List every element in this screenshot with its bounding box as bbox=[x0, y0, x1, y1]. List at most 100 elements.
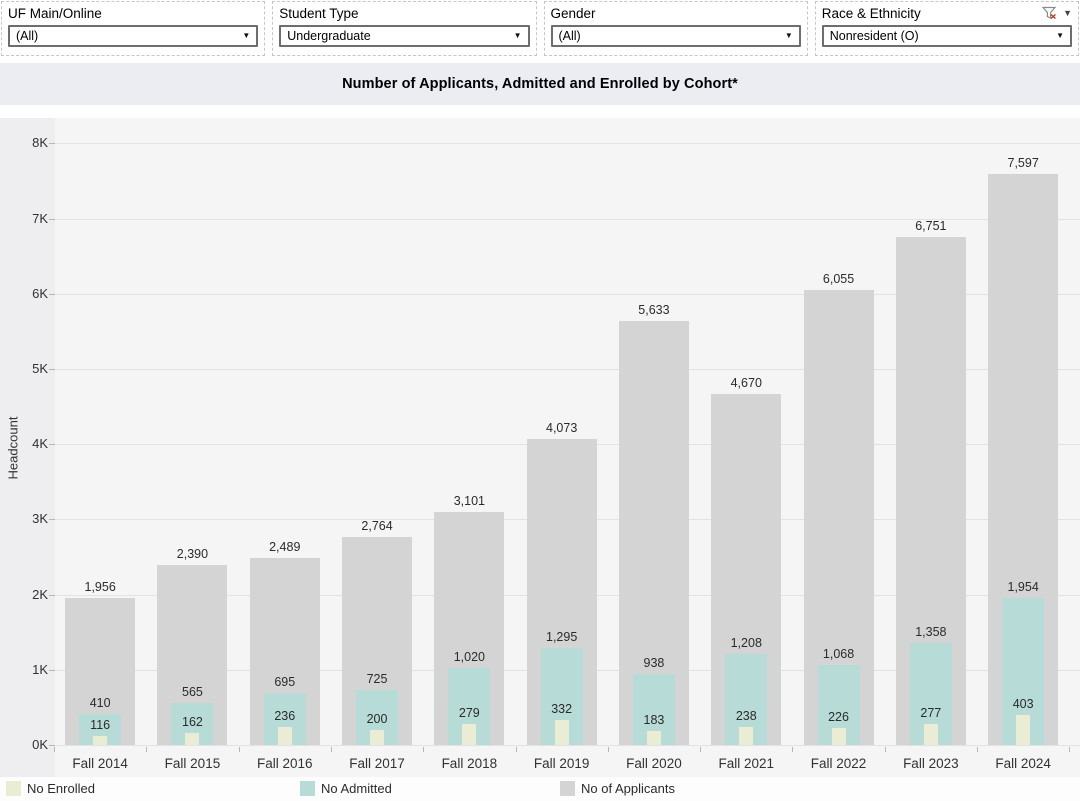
legend-label: No Admitted bbox=[321, 781, 392, 796]
legend-item-no-of-applicants[interactable]: No of Applicants bbox=[560, 781, 675, 796]
chevron-down-icon: ▼ bbox=[784, 31, 793, 40]
bar-no-enrolled-fall-2014[interactable] bbox=[93, 736, 108, 745]
bar-value-label: 236 bbox=[274, 709, 296, 723]
filter-bar: UF Main/Online (All) ▼ Student Type Unde… bbox=[0, 0, 1080, 56]
uf-main-online-dropdown[interactable]: (All) ▼ bbox=[8, 25, 259, 47]
bar-value-label: 162 bbox=[182, 715, 203, 729]
bar-value-label: 279 bbox=[458, 706, 480, 720]
x-category-label: Fall 2022 bbox=[810, 756, 867, 771]
bar-value-label: 1,020 bbox=[453, 650, 485, 664]
bar-no-enrolled-fall-2024[interactable] bbox=[1016, 715, 1031, 745]
bar-value-label: 2,489 bbox=[269, 540, 301, 554]
bar-value-label: 1,068 bbox=[822, 647, 855, 661]
bar-value-label: 725 bbox=[366, 672, 388, 686]
bar-value-label: 277 bbox=[920, 706, 942, 720]
bar-value-label: 7,597 bbox=[1007, 156, 1039, 170]
x-category-label: Fall 2024 bbox=[995, 756, 1051, 771]
filter-menu-caret-icon[interactable]: ▼ bbox=[1063, 7, 1072, 18]
bar-value-label: 226 bbox=[828, 710, 849, 724]
gender-dropdown[interactable]: (All) ▼ bbox=[550, 25, 801, 47]
filter-label: Race & Ethnicity bbox=[821, 5, 921, 21]
y-tick-label: 8K bbox=[32, 135, 48, 151]
gridline bbox=[50, 293, 1080, 295]
y-tick-label: 5K bbox=[32, 361, 48, 376]
filter-label: Gender bbox=[550, 5, 596, 21]
y-tick-label: 7K bbox=[32, 210, 48, 226]
legend-swatch bbox=[560, 781, 575, 796]
y-tick-mark bbox=[49, 745, 55, 746]
spacer bbox=[0, 105, 1080, 118]
x-category-label: Fall 2016 bbox=[256, 756, 313, 771]
gridline bbox=[50, 143, 1080, 145]
bar-value-label: 695 bbox=[274, 675, 296, 689]
y-tick-mark bbox=[49, 594, 55, 596]
x-category-label: Fall 2017 bbox=[349, 756, 405, 771]
bar-value-label: 4,670 bbox=[730, 376, 762, 390]
x-tick-mark bbox=[54, 747, 55, 752]
bar-value-label: 5,633 bbox=[638, 303, 670, 317]
bar-no-enrolled-fall-2018[interactable] bbox=[462, 724, 477, 745]
filter-label: Student Type bbox=[279, 5, 359, 21]
x-tick-mark bbox=[977, 747, 978, 752]
bar-no-enrolled-fall-2015[interactable] bbox=[185, 733, 200, 745]
clear-filter-icon[interactable] bbox=[1042, 6, 1057, 20]
filter-gender: Gender (All) ▼ bbox=[543, 1, 808, 56]
bar-no-enrolled-fall-2023[interactable] bbox=[923, 724, 938, 745]
bar-value-label: 1,358 bbox=[915, 625, 947, 639]
x-category-label: Fall 2015 bbox=[164, 756, 221, 771]
bar-no-enrolled-fall-2019[interactable] bbox=[554, 720, 569, 745]
bar-value-label: 3,101 bbox=[453, 494, 485, 508]
bar-value-label: 2,390 bbox=[176, 547, 209, 561]
race-ethnicity-dropdown[interactable]: Nonresident (O) ▼ bbox=[821, 25, 1072, 47]
bar-no-enrolled-fall-2017[interactable] bbox=[370, 730, 385, 745]
filter-race-ethnicity: Race & Ethnicity ▼ Nonresident (O) ▼ bbox=[814, 1, 1079, 56]
bar-value-label: 1,954 bbox=[1007, 580, 1039, 594]
chart-title: Number of Applicants, Admitted and Enrol… bbox=[342, 76, 738, 92]
dropdown-value: (All) bbox=[16, 29, 39, 43]
dropdown-value: (All) bbox=[558, 29, 581, 43]
bar-value-label: 2,764 bbox=[361, 519, 393, 533]
bar-no-enrolled-fall-2016[interactable] bbox=[277, 727, 292, 745]
bar-chart: Headcount 0K 1K 2K 3K 4K 5K 6K 7K 8K 1,956 410 116 F… bbox=[0, 118, 1080, 777]
x-tick-mark bbox=[146, 747, 148, 752]
y-axis-area bbox=[0, 118, 55, 777]
y-tick-mark bbox=[49, 519, 55, 521]
bar-no-enrolled-fall-2022[interactable] bbox=[831, 728, 846, 745]
chevron-down-icon: ▼ bbox=[513, 31, 522, 40]
bar-no-enrolled-fall-2020[interactable] bbox=[646, 731, 661, 745]
legend-item-no-admitted[interactable]: No Admitted bbox=[300, 781, 392, 796]
bar-value-label: 116 bbox=[90, 718, 111, 732]
dropdown-value: Nonresident (O) bbox=[829, 29, 919, 43]
bar-no-enrolled-fall-2021[interactable] bbox=[739, 727, 754, 745]
x-category-label: Fall 2023 bbox=[903, 756, 959, 771]
y-tick-label: 2K bbox=[32, 586, 48, 602]
bar-value-label: 410 bbox=[89, 696, 111, 710]
spacer bbox=[0, 56, 1080, 63]
bar-value-label: 1,295 bbox=[546, 630, 578, 644]
y-tick-label: 0K bbox=[32, 737, 48, 752]
bar-value-label: 200 bbox=[366, 712, 388, 726]
gridline bbox=[50, 369, 1080, 370]
y-tick-mark bbox=[49, 143, 55, 145]
student-type-dropdown[interactable]: Undergraduate ▼ bbox=[279, 25, 530, 47]
bar-value-label: 238 bbox=[735, 709, 757, 723]
y-tick-label: 6K bbox=[32, 285, 48, 301]
chevron-down-icon: ▼ bbox=[1056, 31, 1064, 40]
x-tick-mark bbox=[1069, 747, 1071, 752]
bar-value-label: 403 bbox=[1012, 697, 1034, 711]
bar-value-label: 565 bbox=[182, 685, 203, 699]
chart-title-band: Number of Applicants, Admitted and Enrol… bbox=[0, 63, 1080, 105]
legend-label: No Enrolled bbox=[27, 781, 95, 796]
y-tick-mark bbox=[49, 444, 55, 446]
legend-item-no-enrolled[interactable]: No Enrolled bbox=[6, 781, 95, 796]
x-tick-mark bbox=[515, 747, 517, 752]
x-category-label: Fall 2018 bbox=[441, 756, 498, 771]
bar-value-label: 1,208 bbox=[730, 636, 762, 650]
chevron-down-icon: ▼ bbox=[242, 31, 251, 40]
x-tick-mark bbox=[700, 747, 702, 752]
x-tick-mark bbox=[792, 747, 794, 752]
gridline bbox=[50, 745, 1080, 746]
y-tick-mark bbox=[49, 218, 55, 220]
legend-label: No of Applicants bbox=[581, 781, 675, 796]
gridline bbox=[50, 218, 1080, 220]
